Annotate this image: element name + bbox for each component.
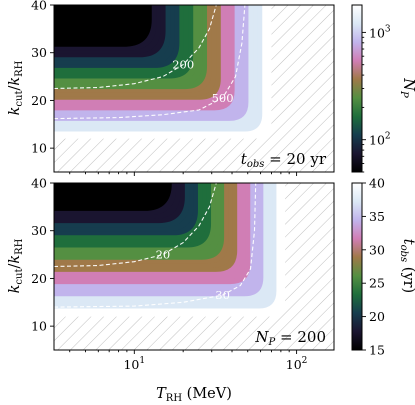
bottom-colorbar-label: tobs (yr) bbox=[398, 239, 415, 293]
colorbar-tick-label: 35 bbox=[369, 209, 385, 224]
bottom-y-axis-label: kcut/kRH bbox=[7, 238, 25, 293]
colorbar-tick-label: 30 bbox=[369, 242, 385, 257]
contour-label-30: 30 bbox=[215, 288, 230, 302]
top-contours: 200 500 bbox=[54, 5, 246, 120]
top-heatmap bbox=[54, 5, 334, 172]
bottom-x-ticks: 101 102 bbox=[69, 350, 308, 372]
colorbar-tick-label: 20 bbox=[369, 309, 385, 324]
colorbar-tick-label: 40 bbox=[369, 176, 385, 191]
colorbar-tick-label: 103 bbox=[369, 24, 391, 40]
colorbar-tick-label: 15 bbox=[369, 343, 385, 358]
top-colorbar-label: NP bbox=[398, 77, 415, 98]
bottom-colorbar-ticks: 15 20 25 30 35 40 bbox=[362, 176, 385, 358]
contour-500 bbox=[54, 5, 246, 120]
x-tick-label: 102 bbox=[286, 356, 308, 372]
top-colorbar-gradient bbox=[352, 5, 362, 172]
bottom-colorbar: 15 20 25 30 35 40 tobs (yr) bbox=[351, 176, 415, 358]
y-tick-label: 10 bbox=[31, 319, 47, 334]
contour-label-500: 500 bbox=[212, 91, 234, 105]
y-tick-label: 10 bbox=[31, 141, 47, 156]
bottom-colorbar-gradient bbox=[352, 183, 362, 350]
y-tick-label: 20 bbox=[31, 93, 47, 108]
x-axis-label: TRH (MeV) bbox=[156, 386, 232, 404]
y-tick-label: 30 bbox=[31, 45, 47, 60]
bottom-y-ticks: 10 20 30 40 bbox=[31, 176, 54, 334]
bottom-heatmap bbox=[54, 183, 334, 350]
top-x-ticks bbox=[69, 172, 298, 176]
top-colorbar-ticks: 102 103 bbox=[362, 24, 391, 173]
y-tick-label: 30 bbox=[31, 223, 47, 238]
y-tick-label: 40 bbox=[31, 176, 47, 191]
top-y-ticks: 10 20 30 40 bbox=[31, 0, 54, 156]
contour-label-20: 20 bbox=[156, 248, 171, 262]
top-y-axis-label: kcut/kRH bbox=[7, 60, 25, 115]
contour-30 bbox=[54, 183, 257, 308]
y-tick-label: 40 bbox=[31, 0, 47, 13]
top-axes-frame bbox=[53, 4, 335, 173]
colorbar-tick-label: 25 bbox=[369, 276, 385, 291]
colorbar-tick-label: 102 bbox=[369, 132, 391, 148]
contour-label-200: 200 bbox=[172, 58, 194, 72]
top-colorbar: 102 103 NP bbox=[351, 4, 415, 173]
x-tick-label: 101 bbox=[123, 356, 145, 372]
y-tick-label: 20 bbox=[31, 271, 47, 286]
bottom-axes-frame bbox=[53, 182, 335, 351]
bottom-annotation: NP = 200 bbox=[254, 328, 326, 348]
